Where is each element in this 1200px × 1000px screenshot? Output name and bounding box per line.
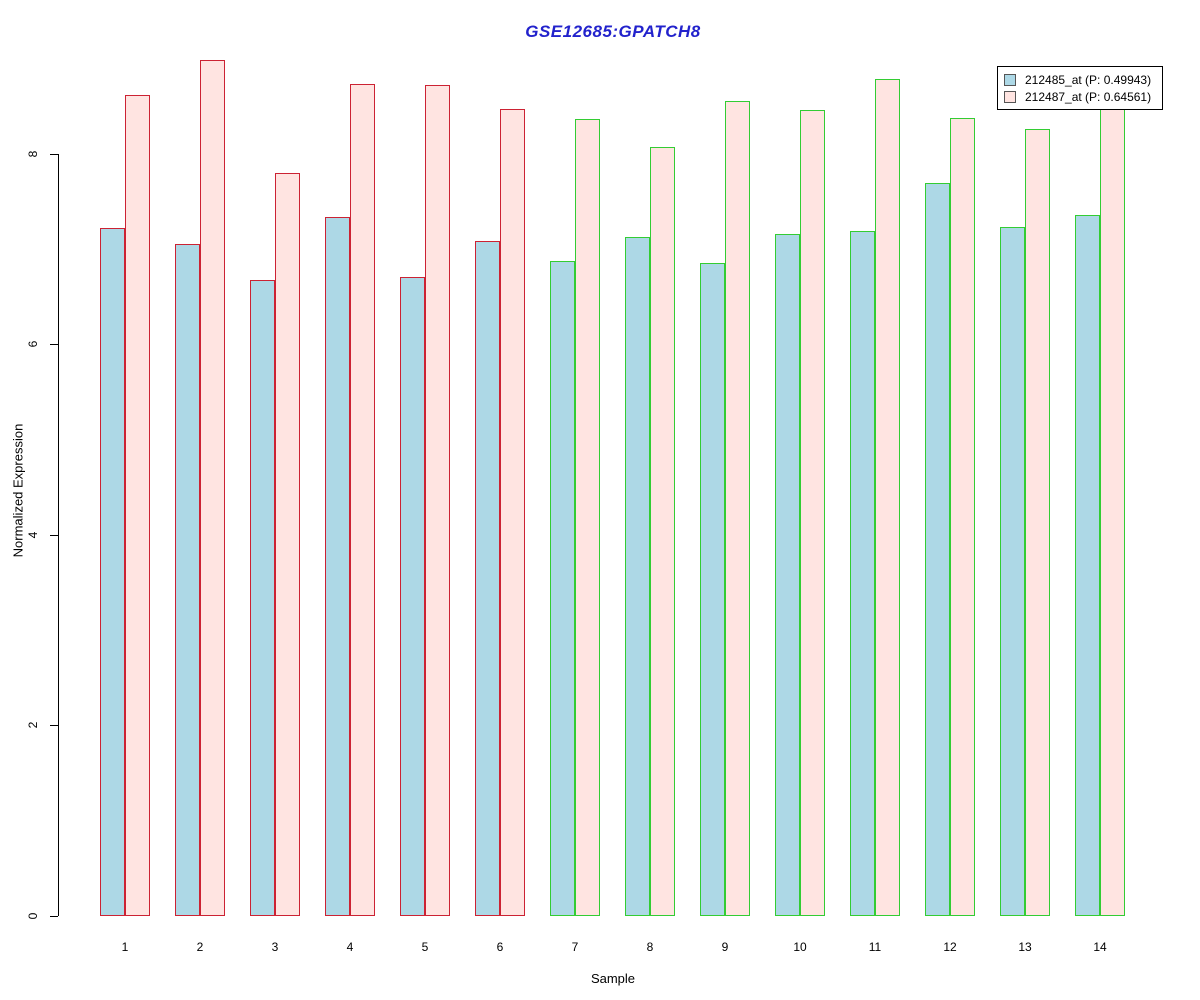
bar-sample9-series1 <box>700 263 725 916</box>
bar-sample5-series2 <box>425 85 450 916</box>
x-tick-label: 1 <box>121 940 129 954</box>
bar-sample6-series1 <box>475 241 500 916</box>
y-axis-label: Normalized Expression <box>10 423 26 558</box>
x-tick-label: 2 <box>196 940 204 954</box>
legend-swatch-blue-icon <box>1004 73 1016 86</box>
bar-sample2-series1 <box>175 244 200 916</box>
x-tick-label: 11 <box>868 940 882 954</box>
x-tick-label: 6 <box>496 940 504 954</box>
legend-label: 212487_at (P: 0.64561) <box>1025 89 1152 104</box>
x-tick-label: 8 <box>646 940 654 954</box>
bar-sample13-series1 <box>1000 227 1025 916</box>
y-tick-mark <box>50 725 58 727</box>
y-tick-label: 0 <box>26 912 40 920</box>
bar-sample14-series2 <box>1100 96 1125 916</box>
bar-sample2-series2 <box>200 60 225 916</box>
legend-entry-212487_at: 212487_at (P: 0.64561) <box>1004 90 1156 104</box>
legend-label: 212485_at (P: 0.49943) <box>1025 72 1152 87</box>
bar-sample4-series1 <box>325 217 350 916</box>
legend-swatch-pink-icon <box>1004 90 1016 103</box>
bar-sample10-series1 <box>775 234 800 916</box>
bar-sample12-series1 <box>925 183 950 916</box>
y-axis-line <box>58 153 59 916</box>
y-tick-mark <box>50 344 58 346</box>
bar-sample8-series1 <box>625 237 650 916</box>
x-tick-label: 7 <box>571 940 579 954</box>
bar-sample14-series1 <box>1075 215 1100 916</box>
x-tick-label: 14 <box>1093 940 1107 954</box>
x-tick-label: 4 <box>346 940 354 954</box>
x-tick-label: 13 <box>1018 940 1032 954</box>
bar-sample3-series2 <box>275 173 300 916</box>
y-tick-label: 2 <box>26 722 40 729</box>
bar-sample8-series2 <box>650 147 675 916</box>
bar-sample7-series1 <box>550 261 575 916</box>
y-tick-label: 8 <box>26 150 40 157</box>
y-tick-mark <box>50 534 58 536</box>
bar-sample1-series2 <box>125 95 150 916</box>
x-tick-label: 9 <box>721 940 729 954</box>
x-axis-label: Sample <box>590 971 636 986</box>
x-tick-label: 5 <box>421 940 429 954</box>
bar-sample3-series1 <box>250 280 275 916</box>
x-tick-label: 12 <box>943 940 957 954</box>
bar-sample6-series2 <box>500 109 525 916</box>
x-tick-label: 10 <box>793 940 807 954</box>
y-tick-mark <box>50 153 58 155</box>
bar-sample10-series2 <box>800 110 825 916</box>
legend: 212485_at (P: 0.49943) 212487_at (P: 0.6… <box>997 66 1163 110</box>
y-tick-label: 6 <box>26 340 40 348</box>
bar-sample7-series2 <box>575 119 600 916</box>
bar-sample4-series2 <box>350 84 375 916</box>
y-tick-label: 4 <box>26 531 40 539</box>
bar-sample12-series2 <box>950 118 975 916</box>
bar-sample11-series1 <box>850 231 875 916</box>
x-tick-label: 3 <box>271 940 279 954</box>
bar-sample5-series1 <box>400 277 425 916</box>
bar-sample1-series1 <box>100 228 125 916</box>
y-tick-mark <box>50 916 58 917</box>
bar-sample13-series2 <box>1025 129 1050 916</box>
bar-sample11-series2 <box>875 79 900 916</box>
legend-entry-212485_at: 212485_at (P: 0.49943) <box>1004 73 1156 87</box>
bar-sample9-series2 <box>725 101 750 916</box>
chart-title: GSE12685:GPATCH8 <box>525 22 701 41</box>
